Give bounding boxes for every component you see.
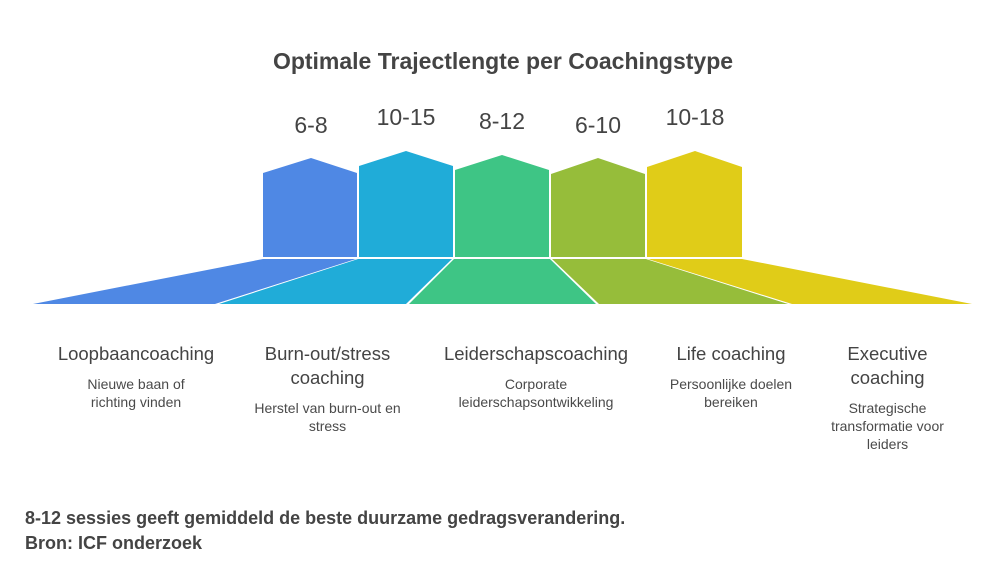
pentagon-loopbaan [263, 158, 357, 257]
range-label-loopbaan: 6-8 [294, 112, 328, 138]
column-leiderschap: Leiderschapscoaching Corporate leidersch… [426, 342, 646, 411]
base-burnout [219, 259, 452, 304]
range-label-executive: 10-18 [665, 104, 725, 130]
column-loopbaan: Loopbaancoaching Nieuwe baan of richting… [46, 342, 226, 411]
coaching-type-desc: Persoonlijke doelen bereiken [669, 376, 793, 410]
footer-conclusion: 8-12 sessies geeft gemiddeld de beste du… [25, 508, 626, 528]
column-life: Life coaching Persoonlijke doelen bereik… [656, 342, 806, 411]
column-burnout: Burn-out/stress coaching Herstel van bur… [245, 342, 410, 435]
column-executive: Executive coaching Strategische transfor… [820, 342, 955, 453]
base-leiderschap [409, 259, 596, 304]
pentagon-burnout [359, 151, 453, 257]
coaching-type-name: Executive coaching [847, 343, 928, 388]
coaching-type-desc: Herstel van burn-out en stress [254, 400, 401, 434]
footer-source: Bron: ICF onderzoek [25, 533, 203, 553]
base-loopbaan [33, 259, 356, 304]
coaching-type-name: Leiderschapscoaching [443, 343, 629, 364]
coaching-type-desc: Corporate leiderschapsontwikkeling [458, 376, 614, 410]
base-life [552, 259, 788, 304]
range-label-burnout: 10-15 [376, 104, 436, 130]
range-label-life: 6-10 [574, 112, 622, 138]
base-executive [648, 259, 972, 304]
pentagon-executive [647, 151, 742, 257]
coaching-type-name: Life coaching [676, 343, 786, 364]
coaching-type-name: Loopbaancoaching [57, 343, 215, 364]
footer-note: 8-12 sessies geeft gemiddeld de beste du… [25, 506, 625, 556]
coaching-type-desc: Strategische transformatie voor leiders [831, 400, 944, 452]
range-label-leiderschap: 8-12 [478, 108, 526, 134]
coaching-type-name: Burn-out/stress coaching [264, 343, 391, 388]
pentagon-life [551, 158, 645, 257]
coaching-type-desc: Nieuwe baan of richting vinden [87, 376, 185, 410]
pentagon-leiderschap [455, 155, 549, 257]
diagram-title: Optimale Trajectlengte per Coachingstype [272, 48, 734, 74]
